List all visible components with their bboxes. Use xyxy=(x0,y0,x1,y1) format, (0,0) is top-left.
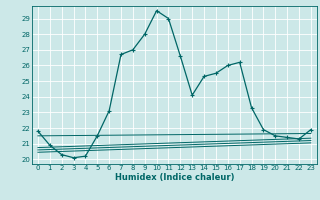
X-axis label: Humidex (Indice chaleur): Humidex (Indice chaleur) xyxy=(115,173,234,182)
